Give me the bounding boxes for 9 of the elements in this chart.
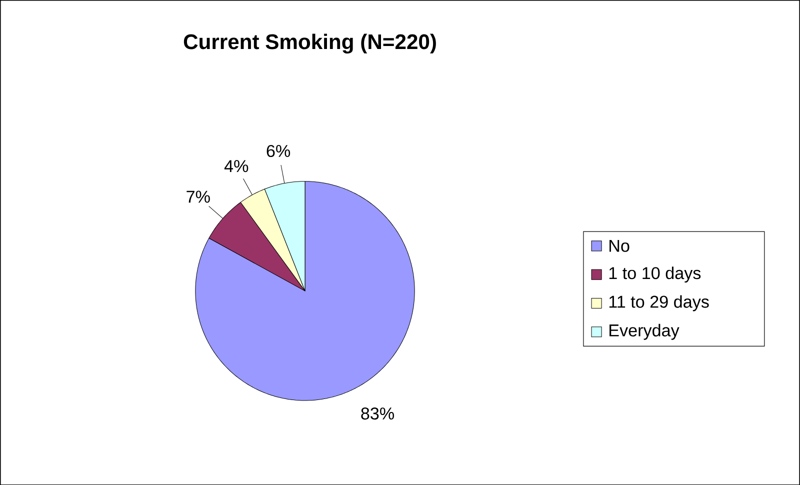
data-label: 7% <box>186 190 210 203</box>
legend-label: 11 to 29 days <box>609 295 709 312</box>
data-label: 83% <box>361 407 394 420</box>
legend-label: No <box>610 240 630 252</box>
data-label: 6% <box>266 144 290 157</box>
legend-label: Everyday <box>610 324 680 340</box>
data-label: 4% <box>224 160 248 172</box>
legend-label: 1 to 10 days <box>609 266 701 282</box>
chart-title: Current Smoking (N=220) <box>184 34 436 54</box>
